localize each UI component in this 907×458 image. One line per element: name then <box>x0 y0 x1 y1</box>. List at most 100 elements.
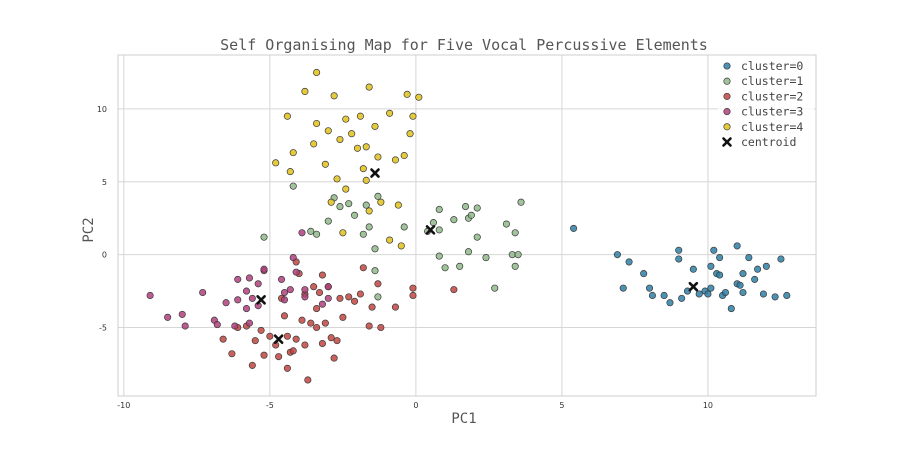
centroid-marker <box>256 295 266 305</box>
data-point-cluster-2 <box>318 339 326 348</box>
data-point-cluster-4 <box>394 201 402 209</box>
data-point-cluster-0 <box>613 251 621 259</box>
data-point-cluster-1 <box>371 245 379 253</box>
data-point-cluster-0 <box>707 262 715 270</box>
data-point-cluster-0 <box>704 290 712 298</box>
data-point-cluster-3 <box>286 286 294 294</box>
data-point-cluster-4 <box>336 135 344 144</box>
data-point-cluster-1 <box>482 254 490 262</box>
data-point-cluster-4 <box>342 115 350 123</box>
data-point-cluster-3 <box>199 288 207 297</box>
legend-label-cluster-0: cluster=0 <box>741 59 803 73</box>
centroid-marker <box>370 168 380 178</box>
data-point-cluster-2 <box>313 305 321 313</box>
data-point-cluster-4 <box>365 207 373 215</box>
data-point-cluster-4 <box>365 83 373 91</box>
data-point-cluster-1 <box>435 205 443 214</box>
data-point-cluster-1 <box>313 230 321 238</box>
y-tick-label: 5 <box>102 178 107 187</box>
data-point-cluster-1 <box>345 200 353 208</box>
data-point-cluster-4 <box>286 168 294 176</box>
data-point-cluster-1 <box>289 182 297 190</box>
data-point-cluster-1 <box>461 203 470 211</box>
data-point-cluster-4 <box>321 160 329 168</box>
data-point-cluster-0 <box>751 275 759 283</box>
data-point-cluster-2 <box>283 364 291 372</box>
data-point-cluster-0 <box>710 246 718 254</box>
data-point-cluster-1 <box>336 203 344 211</box>
data-point-cluster-4 <box>353 144 362 152</box>
data-point-cluster-2 <box>409 291 417 299</box>
data-point-cluster-2 <box>257 326 265 334</box>
data-point-cluster-1 <box>441 264 449 272</box>
data-point-cluster-4 <box>409 112 417 120</box>
data-point-cluster-1 <box>491 284 499 292</box>
data-point-cluster-2 <box>298 316 306 324</box>
axis-ticks: -10 -5 0 5 10 -5 0 5 10 <box>97 105 713 410</box>
legend-marker-cluster-3 <box>723 108 731 116</box>
data-point-cluster-2 <box>333 337 341 345</box>
plot-frame <box>117 54 817 397</box>
data-point-cluster-2 <box>321 319 329 327</box>
data-point-cluster-3 <box>245 274 253 282</box>
data-point-cluster-3 <box>324 283 332 291</box>
data-point-cluster-2 <box>356 290 364 298</box>
data-point-cluster-0 <box>727 305 735 313</box>
legend-marker-cluster-1 <box>723 77 731 85</box>
x-tick-label: 0 <box>413 401 418 410</box>
data-point-cluster-2 <box>307 319 315 327</box>
data-point-cluster-1 <box>362 201 370 209</box>
data-point-cluster-3 <box>324 294 332 302</box>
data-point-cluster-1 <box>508 251 516 259</box>
data-point-cluster-3 <box>301 286 309 294</box>
legend-marker-cluster-4 <box>723 123 731 131</box>
data-point-cluster-3 <box>318 300 326 308</box>
data-point-cluster-2 <box>310 283 318 291</box>
data-point-cluster-0 <box>777 255 785 263</box>
data-point-cluster-2 <box>275 353 283 361</box>
data-point-cluster-3 <box>298 229 306 237</box>
data-point-cluster-0 <box>648 291 657 299</box>
data-point-cluster-0 <box>675 255 683 263</box>
data-point-cluster-0 <box>721 288 730 297</box>
centroid-marker <box>425 225 436 235</box>
data-point-cluster-0 <box>619 284 627 292</box>
data-point-cluster-4 <box>391 156 399 164</box>
data-point-cluster-4 <box>327 198 335 206</box>
x-tick-label: 10 <box>703 401 713 410</box>
data-point-cluster-3 <box>178 310 186 318</box>
data-point-cluster-4 <box>333 175 341 183</box>
data-point-cluster-1 <box>511 229 519 237</box>
data-point-cluster-1 <box>400 223 408 231</box>
data-point-cluster-1 <box>514 251 522 259</box>
legend-label-centroid: centroid <box>741 135 796 149</box>
data-point-cluster-0 <box>759 290 767 298</box>
data-point-cluster-2 <box>318 271 326 279</box>
data-point-cluster-3 <box>181 322 189 330</box>
data-point-cluster-1 <box>359 230 367 238</box>
data-point-cluster-4 <box>313 68 321 77</box>
data-point-cluster-4 <box>289 149 297 157</box>
data-point-cluster-2 <box>368 303 376 311</box>
data-point-cluster-4 <box>386 109 394 117</box>
data-point-cluster-2 <box>304 376 312 384</box>
legend-marker-centroid <box>722 137 732 147</box>
data-point-cluster-3 <box>234 275 242 283</box>
data-point-cluster-0 <box>739 288 747 297</box>
data-point-cluster-2 <box>266 332 274 340</box>
data-point-cluster-3 <box>280 296 289 304</box>
data-point-cluster-2 <box>351 297 359 305</box>
data-point-cluster-1 <box>435 226 443 234</box>
data-point-cluster-1 <box>473 233 481 241</box>
data-point-cluster-0 <box>783 291 791 299</box>
data-point-cluster-1 <box>435 252 443 260</box>
data-point-cluster-2 <box>260 351 268 359</box>
data-point-cluster-0 <box>675 246 683 254</box>
data-point-cluster-1 <box>450 216 458 224</box>
centroid-stroke <box>425 225 436 235</box>
data-point-cluster-0 <box>716 254 724 262</box>
data-point-cluster-2 <box>365 322 373 330</box>
data-point-cluster-4 <box>359 165 367 173</box>
data-point-cluster-1 <box>365 223 373 231</box>
data-point-cluster-0 <box>754 265 762 273</box>
